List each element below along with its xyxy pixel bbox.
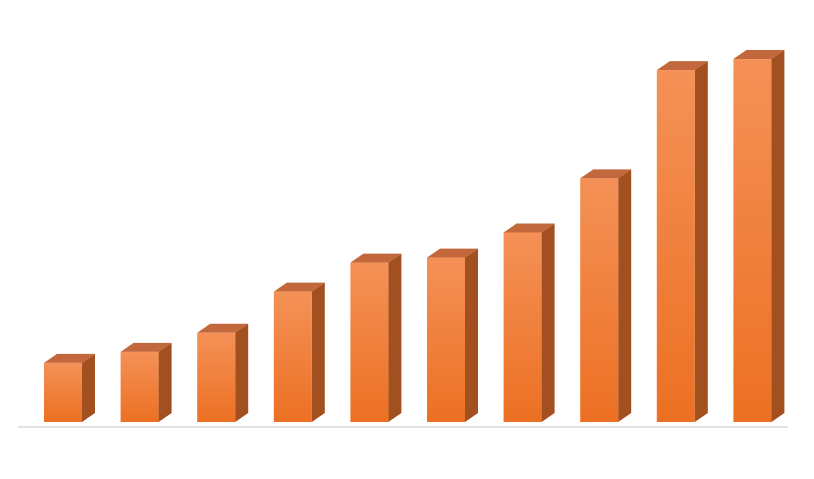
bar-front-face	[44, 362, 82, 422]
bar-side-face	[158, 342, 172, 422]
bar-top-face	[120, 342, 172, 352]
bars-layer	[44, 50, 785, 423]
bar-side-face	[465, 248, 478, 422]
bar-top-face	[656, 61, 708, 71]
bar-1	[44, 353, 95, 422]
bar-front-face	[120, 351, 159, 422]
bar-2	[120, 342, 172, 422]
bar-top-face	[503, 223, 555, 233]
bar-5	[350, 253, 402, 422]
bar-side-face	[388, 253, 402, 422]
bar-front-face	[273, 291, 312, 422]
bar-top-face	[350, 253, 402, 263]
bar-front-face	[733, 59, 772, 423]
bar-top-face	[273, 282, 325, 292]
bar-side-face	[82, 353, 95, 422]
bar-8	[580, 169, 632, 422]
bar-9	[656, 61, 708, 422]
bar-side-face	[618, 169, 632, 422]
bar-side-face	[771, 50, 785, 423]
bar-side-face	[694, 61, 708, 422]
bar-front-face	[580, 178, 619, 422]
bar-front-face	[350, 262, 389, 422]
bar-side-face	[235, 323, 249, 422]
bar-front-face	[503, 232, 542, 422]
bar-10	[733, 50, 785, 423]
bar-3	[197, 323, 249, 422]
bar-4	[273, 282, 325, 422]
bar-side-face	[311, 282, 325, 422]
bar-front-face	[656, 70, 695, 422]
bar-top-face	[197, 323, 249, 333]
bar-6	[427, 248, 478, 422]
bar-side-face	[541, 223, 555, 422]
bar-top-face	[580, 169, 632, 179]
bar-top-face	[44, 353, 95, 363]
bar-top-face	[733, 50, 785, 60]
bar-front-face	[427, 257, 465, 422]
bar-7	[503, 223, 555, 422]
bar-top-face	[427, 248, 478, 258]
bar-front-face	[197, 332, 236, 422]
